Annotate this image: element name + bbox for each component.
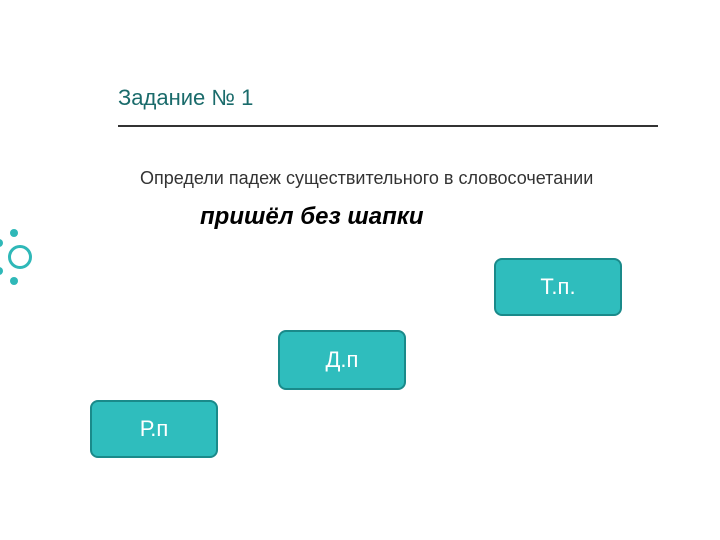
answer-button-2[interactable]: Т.п. <box>494 258 622 316</box>
instruction-text: Определи падеж существительного в словос… <box>140 168 593 189</box>
decoration-bullet <box>10 229 18 237</box>
phrase-text: пришёл без шапки <box>200 203 424 231</box>
decoration-bullet <box>0 239 3 247</box>
task-title: Задание № 1 <box>118 85 253 111</box>
title-divider <box>118 125 658 127</box>
decoration-circle <box>8 245 32 269</box>
slide-decoration <box>8 245 32 269</box>
answer-button-1[interactable]: Д.п <box>278 330 406 390</box>
decoration-bullet <box>0 267 3 275</box>
decoration-bullet <box>10 277 18 285</box>
answer-button-0[interactable]: Р.п <box>90 400 218 458</box>
